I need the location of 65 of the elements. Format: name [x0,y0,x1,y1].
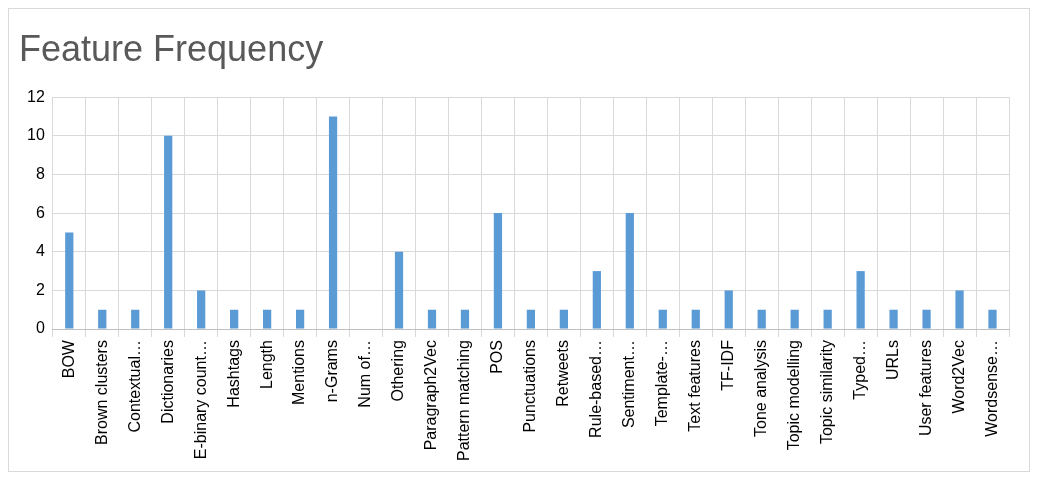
y-tick-label: 2 [35,280,45,298]
bar [559,309,568,329]
bar [131,309,140,329]
bar [592,271,601,329]
y-tick-label: 4 [35,242,45,260]
bar [724,290,733,329]
x-tick-label: Mentions [290,340,308,405]
x-tick-label: Num of… [356,340,374,408]
x-tick-label: Template-… [653,340,671,427]
bar [98,309,107,329]
bar [889,309,898,329]
bar [856,271,865,329]
x-tick-label: TF-IDF [719,339,737,391]
bar [263,309,272,329]
bar [988,309,997,329]
x-tick-label: Retweets [554,340,572,407]
x-tick-label: Contextual… [125,340,143,433]
bar [197,290,206,329]
x-tick-label: Word2Vec [949,340,967,414]
x-tick-label: Dictionaries [158,340,176,424]
x-tick-label: E-binary count… [191,340,209,460]
bar [658,309,667,329]
bar [394,251,404,329]
x-tick-label: n-Grams [323,340,341,403]
y-tick-label: 0 [35,319,45,337]
bar [460,309,470,329]
x-tick-label: URLs [884,340,901,381]
x-tick-label: Paragraph2Vec [422,340,440,451]
bar [526,309,536,329]
bar [493,213,503,329]
x-tick-label: BOW [59,339,77,379]
x-tick-label: User features [916,340,934,437]
y-tick-label: 8 [35,164,45,182]
x-tick-label: Topic modelling [785,340,803,451]
x-tick-label: Tone analysis [752,340,770,437]
bar [295,309,305,329]
bar [625,213,634,329]
x-tick-label: Typed… [851,340,869,400]
x-tick-label: Brown clusters [92,340,110,445]
y-tick-label: 10 [27,126,45,144]
x-tick-label: Pattern matching [455,340,473,461]
y-tick-label: 12 [27,87,45,105]
x-tick-label: Punctuations [521,340,539,433]
bar [922,309,931,329]
x-tick-label: Length [257,340,275,389]
bar [164,135,173,329]
bar [65,232,74,329]
bar [955,290,964,329]
bar [328,116,338,329]
bar [230,309,239,329]
x-tick-label: Wordsense… [982,340,1000,437]
x-tick-label: POS [488,340,506,374]
x-tick-label: Sentiment… [620,340,638,429]
y-tick-label: 6 [35,203,45,221]
bar [790,309,799,329]
x-tick-label: Hashtags [224,340,242,408]
x-tick-label: Othering [389,340,407,402]
x-tick-label: Rule-based… [587,340,605,438]
x-tick-label: Text features [686,340,704,432]
bar [823,309,832,329]
bar [691,309,700,329]
bar [757,309,766,329]
x-tick-label: Topic similarity [818,340,836,445]
bar [427,309,437,329]
chart-title: Feature Frequency [19,27,324,69]
